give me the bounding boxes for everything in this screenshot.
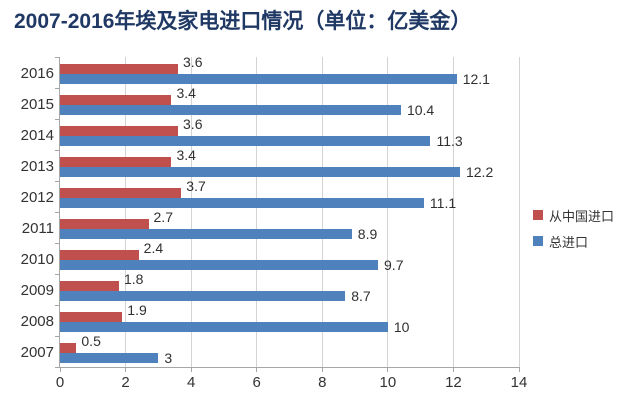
data-label-china-2008: 1.9 xyxy=(127,302,147,318)
bar-total-2012 xyxy=(60,198,424,208)
data-label-total-2012: 11.1 xyxy=(429,195,457,211)
bar-total-2015 xyxy=(60,105,401,115)
x-axis-label-10: 10 xyxy=(379,374,397,391)
y-axis-label-2009: 2009 xyxy=(20,282,54,299)
data-label-china-2012: 3.7 xyxy=(186,178,206,194)
gridline xyxy=(387,57,389,367)
x-axis-line xyxy=(59,367,520,368)
gridline xyxy=(190,57,192,367)
chart-title: 2007-2016年埃及家电进口情况（单位：亿美金） xyxy=(14,10,472,33)
x-tick-mark xyxy=(518,368,520,372)
legend: 从中国进口 总进口 xyxy=(533,202,614,254)
bar-china-2009 xyxy=(60,281,119,291)
legend-item-total: 总进口 xyxy=(533,228,614,254)
x-axis-label-12: 12 xyxy=(445,374,462,391)
bar-china-2007 xyxy=(60,343,77,353)
data-label-total-2007: 3 xyxy=(164,350,173,366)
gridline xyxy=(518,57,520,367)
y-tick-mark xyxy=(55,88,59,89)
data-label-total-2015: 10.4 xyxy=(406,102,435,118)
y-axis-label-2007: 2007 xyxy=(20,344,54,361)
data-label-china-2009: 1.8 xyxy=(124,271,144,287)
gridline xyxy=(125,57,127,367)
y-axis-label-2010: 2010 xyxy=(20,251,54,268)
y-axis-label-2015: 2015 xyxy=(20,96,54,113)
legend-swatch-icon xyxy=(533,236,543,246)
bar-total-2016 xyxy=(60,74,457,84)
y-tick-mark xyxy=(55,57,59,58)
bar-total-2014 xyxy=(60,136,431,146)
data-label-total-2008: 10 xyxy=(393,319,410,335)
x-tick-mark xyxy=(321,368,323,372)
x-axis-label-0: 0 xyxy=(55,374,65,391)
y-tick-mark xyxy=(55,305,59,306)
x-tick-mark xyxy=(387,368,389,372)
bar-china-2014 xyxy=(60,126,179,136)
data-label-total-2016: 12.1 xyxy=(462,71,490,87)
x-axis-label-2: 2 xyxy=(121,374,130,391)
bar-total-2009 xyxy=(60,291,346,301)
y-axis-label-2011: 2011 xyxy=(21,220,54,237)
bar-total-2008 xyxy=(60,322,388,332)
data-label-china-2011: 2.7 xyxy=(153,209,173,225)
data-label-china-2007: 0.5 xyxy=(81,333,101,349)
y-tick-mark xyxy=(55,367,59,368)
plot-area: 3.6 12.1 3.4 10.4 3.6 11.3 3.4 12.2 3.7 11.1 2.7 8.… xyxy=(59,54,520,368)
bar-china-2011 xyxy=(60,219,149,229)
bar-china-2010 xyxy=(60,250,139,260)
data-label-china-2010: 2.4 xyxy=(143,240,164,256)
data-label-total-2011: 8.9 xyxy=(357,226,378,242)
gridline xyxy=(452,57,454,367)
y-axis-label-2016: 2016 xyxy=(20,65,54,82)
y-axis-label-2014: 2014 xyxy=(20,127,54,144)
data-label-china-2013: 3.4 xyxy=(176,147,196,163)
y-tick-mark xyxy=(55,119,59,120)
bar-china-2008 xyxy=(60,312,123,322)
legend-label: 总进口 xyxy=(549,234,589,250)
bar-total-2013 xyxy=(60,167,460,177)
bar-total-2007 xyxy=(60,353,159,363)
y-axis-line xyxy=(59,57,60,367)
y-tick-mark xyxy=(55,336,59,337)
gridline xyxy=(321,57,323,367)
data-label-total-2013: 12.2 xyxy=(465,164,494,180)
x-axis-label-6: 6 xyxy=(252,374,261,391)
legend-label: 从中国进口 xyxy=(549,208,615,224)
y-tick-mark xyxy=(55,212,59,213)
x-tick-mark xyxy=(190,368,192,372)
bar-china-2012 xyxy=(60,188,182,198)
data-label-total-2009: 8.7 xyxy=(351,288,371,304)
bar-china-2013 xyxy=(60,157,172,167)
bar-total-2010 xyxy=(60,260,379,270)
y-tick-mark xyxy=(55,243,59,244)
legend-swatch-icon xyxy=(533,210,543,220)
data-label-china-2015: 3.4 xyxy=(176,85,196,101)
data-label-total-2010: 9.7 xyxy=(384,257,404,273)
x-axis-label-8: 8 xyxy=(318,374,327,391)
y-tick-mark xyxy=(55,150,59,151)
gridline xyxy=(256,57,258,367)
bar-total-2011 xyxy=(60,229,352,239)
x-tick-mark xyxy=(59,368,61,372)
x-tick-mark xyxy=(452,368,454,372)
y-axis-label-2013: 2013 xyxy=(20,158,54,175)
data-label-total-2014: 11.3 xyxy=(436,133,463,149)
y-axis-label-2012: 2012 xyxy=(20,189,54,206)
y-tick-mark xyxy=(55,274,59,275)
y-axis-label-2008: 2008 xyxy=(20,313,54,330)
x-tick-mark xyxy=(256,368,258,372)
legend-item-china: 从中国进口 xyxy=(533,202,614,228)
x-axis-label-14: 14 xyxy=(510,374,528,391)
x-axis-label-4: 4 xyxy=(186,374,196,391)
data-label-china-2014: 3.6 xyxy=(183,116,203,132)
y-tick-mark xyxy=(55,181,59,182)
bar-china-2016 xyxy=(60,64,179,74)
data-label-china-2016: 3.6 xyxy=(183,54,203,70)
x-tick-mark xyxy=(125,368,127,372)
bar-china-2015 xyxy=(60,95,172,105)
